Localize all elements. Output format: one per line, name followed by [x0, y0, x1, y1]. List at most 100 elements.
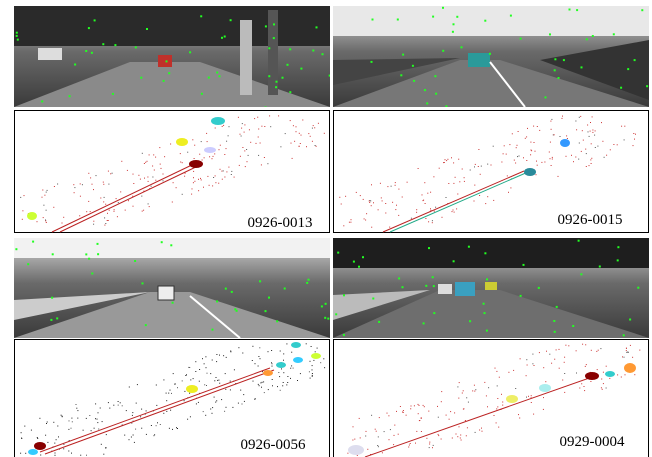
point	[353, 261, 355, 263]
point	[93, 221, 94, 222]
point	[258, 356, 259, 357]
point	[376, 431, 377, 432]
point	[550, 121, 551, 122]
point	[195, 361, 196, 362]
point	[168, 72, 170, 74]
point	[606, 388, 607, 389]
point	[283, 360, 284, 361]
point	[21, 432, 22, 433]
point	[256, 143, 257, 144]
point	[545, 381, 546, 382]
point	[626, 352, 627, 353]
point	[613, 144, 614, 145]
point	[88, 258, 90, 260]
point	[591, 158, 592, 159]
point	[526, 397, 527, 398]
point	[453, 183, 454, 184]
point	[195, 371, 196, 372]
point	[312, 375, 313, 376]
point	[444, 162, 445, 163]
point	[16, 35, 18, 37]
point	[134, 442, 135, 443]
point	[551, 165, 552, 166]
point	[117, 216, 118, 217]
point	[80, 455, 81, 456]
point	[206, 385, 207, 386]
point	[97, 253, 99, 255]
point	[214, 397, 215, 398]
point	[554, 331, 556, 333]
point	[438, 435, 439, 436]
point	[520, 358, 521, 359]
point	[387, 186, 388, 187]
point	[531, 395, 532, 396]
point	[552, 157, 553, 158]
point	[635, 134, 636, 135]
point	[47, 442, 48, 443]
point	[580, 116, 581, 117]
point	[144, 178, 145, 179]
point	[418, 404, 419, 405]
point	[533, 414, 534, 415]
point	[536, 161, 537, 162]
point	[634, 139, 635, 140]
point	[482, 431, 483, 432]
point	[486, 330, 488, 332]
point	[184, 400, 185, 401]
point	[215, 128, 216, 129]
point	[366, 213, 367, 214]
point	[433, 176, 434, 177]
point	[453, 260, 455, 262]
point	[566, 135, 567, 136]
point	[146, 28, 148, 30]
point	[141, 196, 142, 197]
point	[160, 424, 161, 425]
point	[54, 186, 55, 187]
point	[575, 121, 576, 122]
point	[182, 162, 183, 163]
point	[466, 435, 467, 436]
point	[265, 107, 267, 109]
point	[626, 350, 627, 351]
point	[108, 402, 109, 403]
point	[395, 209, 396, 210]
point	[216, 72, 218, 74]
point	[226, 357, 227, 358]
sequence-label: 0926-0013	[248, 215, 313, 231]
point	[343, 334, 345, 336]
point	[584, 386, 585, 387]
point	[369, 202, 370, 203]
point	[153, 435, 154, 436]
point	[418, 168, 419, 169]
point	[410, 443, 411, 444]
point	[439, 168, 440, 169]
point	[121, 161, 122, 162]
point	[513, 370, 514, 371]
point	[571, 155, 572, 156]
point	[208, 77, 210, 79]
point	[484, 312, 486, 314]
point	[329, 75, 331, 77]
point	[517, 145, 518, 146]
point	[95, 418, 96, 419]
point	[98, 429, 99, 430]
point	[428, 411, 429, 412]
point	[415, 443, 416, 444]
point	[424, 406, 425, 407]
point	[166, 60, 168, 62]
point	[449, 419, 450, 420]
point	[107, 213, 108, 214]
point	[172, 429, 173, 430]
point	[551, 129, 552, 130]
point	[523, 264, 525, 266]
point	[112, 173, 113, 174]
point	[512, 133, 513, 134]
point	[312, 365, 313, 366]
point	[601, 122, 602, 123]
point	[74, 192, 75, 193]
point	[296, 131, 297, 132]
point	[497, 406, 498, 407]
point	[152, 166, 153, 167]
point	[61, 415, 62, 416]
point	[269, 115, 270, 116]
